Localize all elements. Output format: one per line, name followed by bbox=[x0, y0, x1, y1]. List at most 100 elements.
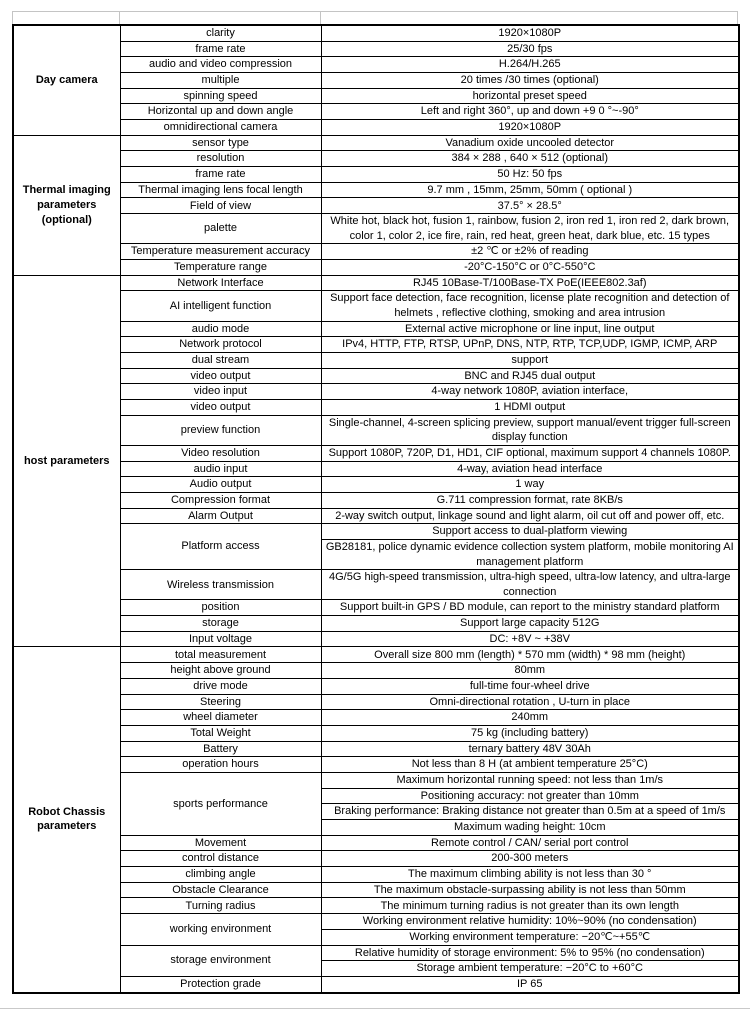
table-row: working environment Working environment r… bbox=[13, 913, 740, 946]
value-cell: Single-channel, 4-screen splicing previe… bbox=[320, 414, 740, 446]
value-cell: External active microphone or line input… bbox=[320, 320, 740, 338]
value-cell: The maximum climbing ability is not less… bbox=[320, 866, 740, 883]
table-row: sports performance Maximum horizontal run… bbox=[13, 771, 740, 836]
parameter-cell: working environment bbox=[119, 913, 322, 946]
table-row: omnidirectional camera 1920×1080P bbox=[13, 119, 740, 136]
category-cell: host parameters bbox=[12, 274, 121, 648]
table-row: Field of view 37.5° × 28.5° bbox=[13, 197, 740, 215]
table-row: Compression format G.711 compression form… bbox=[13, 491, 740, 509]
parameter-cell: Thermal imaging lens focal length bbox=[119, 181, 322, 199]
value-cell: Omni-directional rotation , U-turn in pl… bbox=[320, 693, 740, 711]
category-cell: Thermal imaging parameters (optional) bbox=[12, 134, 121, 276]
value-cell: ternary battery 48V 30Ah bbox=[320, 740, 740, 758]
table-row: Working environment temperature: −20℃~+5… bbox=[13, 928, 740, 946]
table-row: Turning radius The minimum turning radius… bbox=[13, 897, 740, 915]
value-cell: 50 Hz: 50 fps bbox=[320, 166, 740, 183]
parameter-cell: Field of view bbox=[119, 197, 322, 215]
table-row: storage Support large capacity 512G bbox=[13, 615, 740, 632]
value-cell: full-time four-wheel drive bbox=[320, 677, 740, 695]
value-cell: Overall size 800 mm (length) * 570 mm (w… bbox=[320, 646, 740, 664]
table-row: Robot Chassis parameters total measuremen… bbox=[12, 646, 740, 993]
value-cell: 75 kg (including battery) bbox=[320, 724, 740, 742]
parameter-cell: frame rate bbox=[119, 40, 322, 58]
spec-table-body: Day camera clarity 1920×1080P frame rate 25/… bbox=[12, 24, 740, 994]
table-row: Steering Omni-directional rotation , U-tu… bbox=[13, 693, 740, 711]
parameter-cell: audio mode bbox=[119, 320, 322, 338]
parameter-cell: Compression format bbox=[119, 491, 322, 509]
table-row: control distance 200-300 meters bbox=[13, 850, 740, 868]
value-cell: 240mm bbox=[320, 709, 740, 726]
value-cell: The maximum obstacle-surpassing ability … bbox=[320, 881, 740, 899]
parameter-cell: Turning radius bbox=[119, 897, 322, 915]
value-cell: 200-300 meters bbox=[320, 850, 740, 868]
value-cell: 4-way, aviation head interface bbox=[320, 460, 740, 478]
value-cell: Not less than 8 H (at ambient temperatur… bbox=[320, 756, 740, 773]
parameter-cell: omnidirectional camera bbox=[119, 119, 322, 136]
parameter-cell: video input bbox=[119, 383, 322, 401]
parameter-cell: video output bbox=[119, 399, 322, 416]
value-cell: Positioning accuracy: not greater than 1… bbox=[320, 787, 740, 805]
table-row: Movement Remote control / CAN/ serial por… bbox=[13, 834, 740, 852]
table-row: Maximum wading height: 10cm bbox=[13, 819, 740, 836]
parameter-cell: preview function bbox=[119, 414, 322, 446]
parameter-cell: frame rate bbox=[119, 166, 322, 183]
value-cell: GB28181, police dynamic evidence collect… bbox=[320, 539, 740, 571]
table-row: Obstacle Clearance The maximum obstacle-s… bbox=[13, 881, 740, 899]
parameter-cell: sensor type bbox=[119, 134, 322, 152]
parameter-cell: climbing angle bbox=[119, 866, 322, 883]
table-row: video input 4-way network 1080P, aviation… bbox=[13, 383, 740, 401]
table-row: storage environment Relative humidity of … bbox=[13, 944, 740, 977]
value-cell: horizontal preset speed bbox=[320, 87, 740, 105]
value-cell: -20°C-150°C or 0°C-550°C bbox=[320, 259, 740, 276]
table-row: Network protocol IPv4, HTTP, FTP, RTSP, U… bbox=[13, 336, 740, 353]
value-cell: 384 × 288 , 640 × 512 (optional) bbox=[320, 150, 740, 168]
parameter-cell: total measurement bbox=[119, 646, 322, 664]
faint-grid-cell bbox=[12, 11, 119, 24]
value-cell: 9.7 mm , 15mm, 25mm, 50mm ( optional ) bbox=[320, 181, 740, 199]
parameter-cell: sports performance bbox=[119, 771, 322, 836]
value-cell: Support large capacity 512G bbox=[320, 615, 740, 632]
value-cell: 1 way bbox=[320, 476, 740, 493]
table-row: dual stream support bbox=[13, 351, 740, 369]
value-cell: 4-way network 1080P, aviation interface, bbox=[320, 383, 740, 401]
parameter-cell: Temperature range bbox=[119, 259, 322, 276]
value-cell: Relative humidity of storage environment… bbox=[320, 944, 740, 962]
parameter-cell: Alarm Output bbox=[119, 507, 322, 525]
table-row: Horizontal up and down angle Left and rig… bbox=[13, 103, 740, 121]
table-row: Protection grade IP 65 bbox=[13, 975, 740, 994]
value-cell: 37.5° × 28.5° bbox=[320, 197, 740, 215]
value-cell: IP 65 bbox=[320, 975, 740, 994]
value-cell: 20 times /30 times (optional) bbox=[320, 71, 740, 89]
value-cell: IPv4, HTTP, FTP, RTSP, UPnP, DNS, NTP, R… bbox=[320, 336, 740, 353]
parameter-cell: clarity bbox=[119, 24, 322, 42]
table-row: Video resolution Support 1080P, 720P, D1,… bbox=[13, 444, 740, 462]
table-row: Temperature range -20°C-150°C or 0°C-550°… bbox=[13, 259, 740, 276]
table-row: Day camera clarity 1920×1080P bbox=[12, 24, 740, 136]
value-cell: White hot, black hot, fusion 1, rainbow,… bbox=[320, 213, 740, 245]
parameter-cell: Platform access bbox=[119, 523, 322, 571]
value-cell: Vanadium oxide uncooled detector bbox=[320, 134, 740, 152]
value-cell: Maximum horizontal running speed: not le… bbox=[320, 771, 740, 789]
value-cell: Support access to dual-platform viewing bbox=[320, 523, 740, 541]
category-cell: Robot Chassis parameters bbox=[12, 646, 121, 993]
value-cell: Braking performance: Braking distance no… bbox=[320, 803, 740, 821]
value-cell: DC: +8V ~ +38V bbox=[320, 630, 740, 648]
table-row: Platform access Support access to dual-pl… bbox=[13, 523, 740, 571]
value-cell: Left and right 360°, up and down +9 0 °~… bbox=[320, 103, 740, 121]
value-cell: 1920×1080P bbox=[320, 24, 740, 42]
parameter-cell: Total Weight bbox=[119, 724, 322, 742]
parameter-cell: Wireless transmission bbox=[119, 569, 322, 601]
table-row: audio input 4-way, aviation head interfac… bbox=[13, 460, 740, 478]
parameter-cell: operation hours bbox=[119, 756, 322, 773]
faint-grid-cell bbox=[320, 11, 738, 24]
table-row: resolution 384 × 288 , 640 × 512 (optiona… bbox=[13, 150, 740, 168]
parameter-cell: multiple bbox=[119, 71, 322, 89]
value-cell: ±2 ℃ or ±2% of reading bbox=[320, 243, 740, 261]
faint-grid-cell bbox=[119, 11, 320, 24]
table-row: frame rate 25/30 fps bbox=[13, 40, 740, 58]
table-row: Temperature measurement accuracy ±2 ℃ or … bbox=[13, 243, 740, 261]
value-cell: Remote control / CAN/ serial port contro… bbox=[320, 834, 740, 852]
table-row: Audio output 1 way bbox=[13, 476, 740, 493]
parameter-cell: Movement bbox=[119, 834, 322, 852]
